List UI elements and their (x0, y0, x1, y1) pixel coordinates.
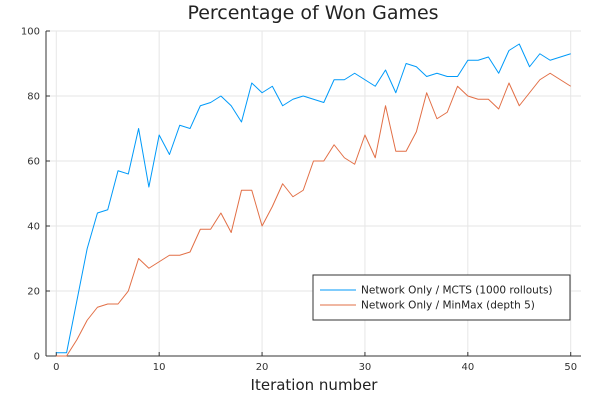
x-tick-label: 50 (564, 362, 577, 373)
x-axis-label: Iteration number (251, 376, 379, 394)
chart-title: Percentage of Won Games (187, 2, 438, 24)
x-tick-label: 40 (461, 362, 474, 373)
y-tick-label: 40 (27, 222, 40, 233)
series-layer (56, 43, 571, 357)
legend: Network Only / MCTS (1000 rollouts) Netwo… (312, 274, 571, 321)
y-tick-label: 20 (27, 287, 40, 298)
axes: 0 10 20 30 40 50 0 20 40 60 80 100 (21, 27, 581, 373)
y-tick-label: 0 (34, 352, 40, 363)
x-tick-label: 10 (153, 362, 166, 373)
x-tick-label: 30 (359, 362, 372, 373)
series-line-2 (56, 72, 571, 357)
legend-items: Network Only / MCTS (1000 rollouts) Netwo… (320, 285, 553, 312)
y-tick-label: 100 (21, 27, 40, 38)
y-tick-label: 60 (27, 157, 40, 168)
legend-box (312, 274, 571, 321)
legend-label-1: Network Only / MCTS (1000 rollouts) (361, 285, 553, 297)
series-line-1 (56, 43, 571, 354)
legend-label-2: Network Only / MinMax (depth 5) (361, 300, 535, 312)
x-tick-label: 0 (53, 362, 59, 373)
y-tick-label: 80 (27, 92, 40, 103)
x-tick-label: 20 (256, 362, 269, 373)
